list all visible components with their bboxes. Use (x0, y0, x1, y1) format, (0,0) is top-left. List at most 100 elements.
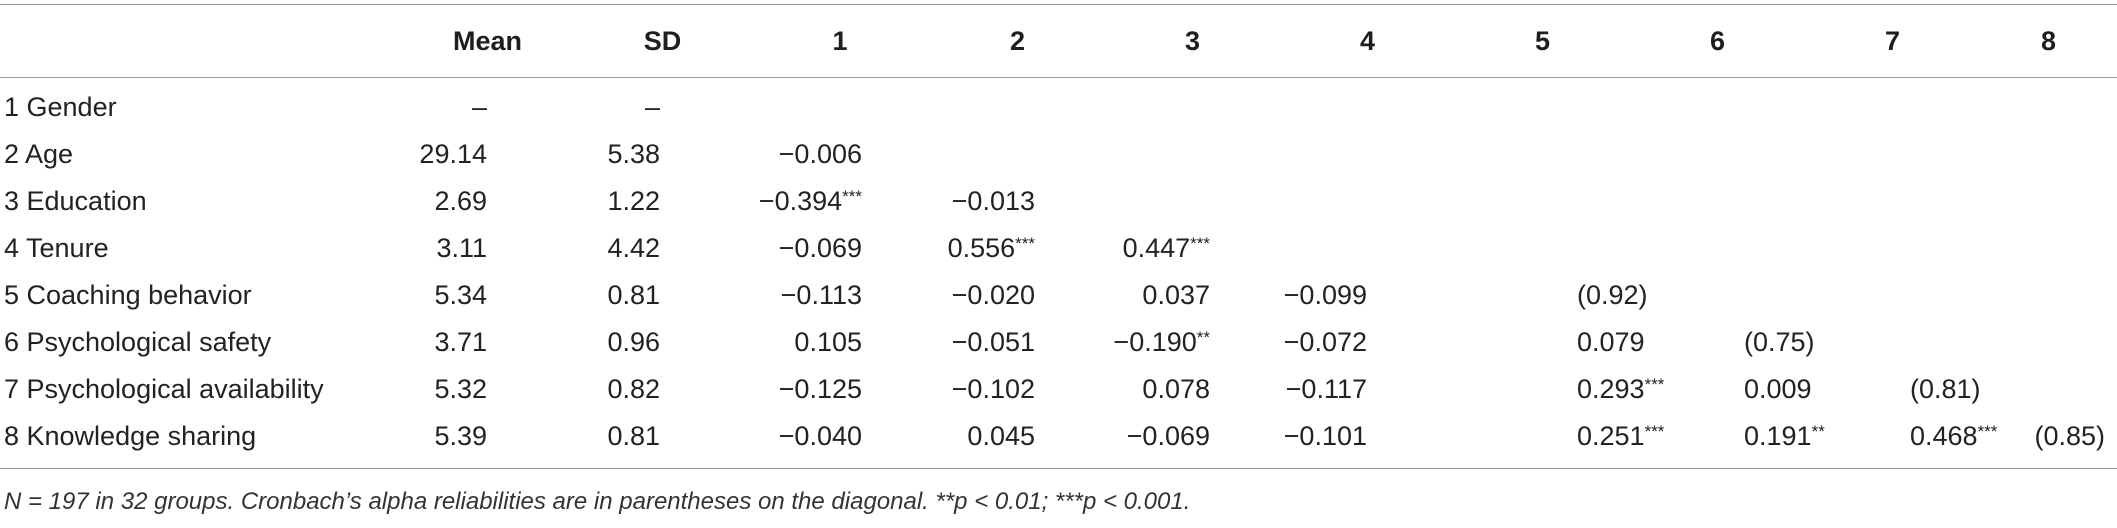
correlation-cell: −0.117 (1285, 374, 1367, 404)
table-row: 6 Psychological safety 3.71 0.96 0.105 −0.05… (0, 319, 2117, 366)
correlation-cell (1980, 131, 2117, 178)
header-col-4: 4 (1280, 4, 1455, 78)
variable-label: 4 Tenure (4, 233, 109, 263)
correlation-cell (1805, 131, 1980, 178)
correlation-cell: (0.92) (1577, 280, 1648, 310)
correlation-cell (1455, 131, 1630, 178)
correlation-cell: (0.85) (1980, 413, 2117, 469)
mean-value: 5.39 (400, 413, 575, 469)
correlation-cell (1980, 319, 2117, 366)
correlation-cell: 0.009 (1744, 374, 1812, 404)
header-col-1: 1 (750, 4, 930, 78)
correlation-cell: 0.105 (794, 327, 862, 357)
correlation-cell: 0.079 (1577, 327, 1645, 357)
correlation-cell (1980, 225, 2117, 272)
header-mean: Mean (400, 4, 575, 78)
correlation-cell (1630, 178, 1805, 225)
table-row: 5 Coaching behavior 5.34 0.81 −0.113 −0.020 0… (0, 272, 2117, 319)
correlation-cell: 0.078 (1142, 374, 1210, 404)
correlation-cell: −0.006 (778, 139, 862, 169)
correlation-table: Mean SD 1 2 3 4 5 6 7 8 1 Gender – – 2 Age 29.14 5.38 −… (0, 4, 2117, 469)
correlation-cell: −0.051 (951, 327, 1035, 357)
mean-value: 3.11 (436, 233, 487, 263)
sd-value: 0.81 (575, 413, 750, 469)
correlation-cell (1455, 178, 1630, 225)
correlation-cell (1105, 78, 1280, 132)
correlation-cell (1805, 178, 1980, 225)
correlation-cell (1455, 78, 1630, 132)
correlation-cell: −0.125 (778, 374, 862, 404)
sd-value: 0.96 (607, 327, 660, 357)
variable-label: 6 Psychological safety (4, 327, 272, 357)
correlation-cell: −0.102 (951, 374, 1035, 404)
correlation-cell: −0.069 (778, 233, 862, 263)
header-col-5: 5 (1455, 4, 1630, 78)
correlation-cell: −0.101 (1280, 413, 1455, 469)
correlation-cell (1280, 178, 1455, 225)
mean-value: 2.69 (434, 186, 487, 216)
correlation-cell (1980, 78, 2117, 132)
correlation-cell: 0.037 (1142, 280, 1210, 310)
correlation-cell: 0.468*** (1805, 413, 1997, 469)
variable-label: 7 Psychological availability (4, 374, 324, 404)
mean-value: 5.34 (434, 280, 487, 310)
sd-value: 0.82 (607, 374, 660, 404)
correlation-cell: −0.394*** (758, 186, 862, 216)
sd-value: 1.22 (607, 186, 660, 216)
correlation-cell (1630, 272, 1805, 319)
variable-label: 3 Education (4, 186, 147, 216)
correlation-cell (1805, 225, 1980, 272)
correlation-cell (1805, 319, 1980, 366)
header-col-7: 7 (1805, 4, 1980, 78)
correlation-cell (1280, 131, 1455, 178)
table-row: 3 Education 2.69 1.22 −0.394*** −0.013 (0, 178, 2117, 225)
table-row: 7 Psychological availability 5.32 0.82 −0.1… (0, 366, 2117, 413)
correlation-cell: 0.251*** (1455, 413, 1664, 469)
correlation-cell: 0.447*** (1122, 233, 1210, 263)
correlation-cell (1980, 178, 2117, 225)
correlation-cell: −0.072 (1283, 327, 1367, 357)
correlation-cell (1980, 366, 2117, 413)
mean-value: – (471, 92, 487, 122)
table-row: 1 Gender – – (0, 78, 2117, 132)
correlation-cell: −0.040 (750, 413, 930, 469)
sd-value: – (644, 92, 660, 122)
correlation-cell: 0.191** (1630, 413, 1825, 469)
correlation-cell (1630, 131, 1805, 178)
sd-value: 4.42 (607, 233, 660, 263)
header-variable (0, 4, 400, 78)
variable-label: 1 Gender (4, 92, 117, 122)
correlation-cell (930, 131, 1105, 178)
correlation-cell: 0.293*** (1577, 374, 1665, 404)
correlation-cell (1280, 78, 1455, 132)
sd-value: 5.38 (607, 139, 660, 169)
header-col-6: 6 (1630, 4, 1805, 78)
correlation-cell: −0.013 (951, 186, 1035, 216)
variable-label: 2 Age (4, 139, 74, 169)
correlation-cell (1980, 272, 2117, 319)
correlation-cell: −0.069 (1105, 413, 1280, 469)
mean-value: 29.14 (419, 139, 487, 169)
correlation-cell: −0.099 (1283, 280, 1367, 310)
mean-value: 3.71 (434, 327, 487, 357)
correlation-cell (1455, 225, 1630, 272)
header-col-8: 8 (1980, 4, 2117, 78)
correlation-cell (1105, 131, 1280, 178)
table-footnote: N = 197 in 32 groups. Cronbach’s alpha r… (4, 488, 1191, 515)
correlation-cell: 0.045 (930, 413, 1105, 469)
correlation-cell (1630, 225, 1805, 272)
correlation-cell (930, 78, 1105, 132)
correlation-cell: 0.556*** (947, 233, 1035, 263)
correlation-cell (750, 78, 930, 132)
table-row: 2 Age 29.14 5.38 −0.006 (0, 131, 2117, 178)
mean-value: 5.32 (434, 374, 487, 404)
sd-value: 0.81 (607, 280, 660, 310)
correlation-cell: (0.75) (1744, 327, 1815, 357)
correlation-cell: −0.020 (951, 280, 1035, 310)
header-row: Mean SD 1 2 3 4 5 6 7 8 (0, 4, 2117, 78)
correlation-cell (1805, 78, 1980, 132)
header-col-3: 3 (1105, 4, 1280, 78)
correlation-cell: −0.190** (1113, 327, 1210, 357)
table-body: 1 Gender – – 2 Age 29.14 5.38 −0.006 3 Educatio… (0, 78, 2117, 469)
